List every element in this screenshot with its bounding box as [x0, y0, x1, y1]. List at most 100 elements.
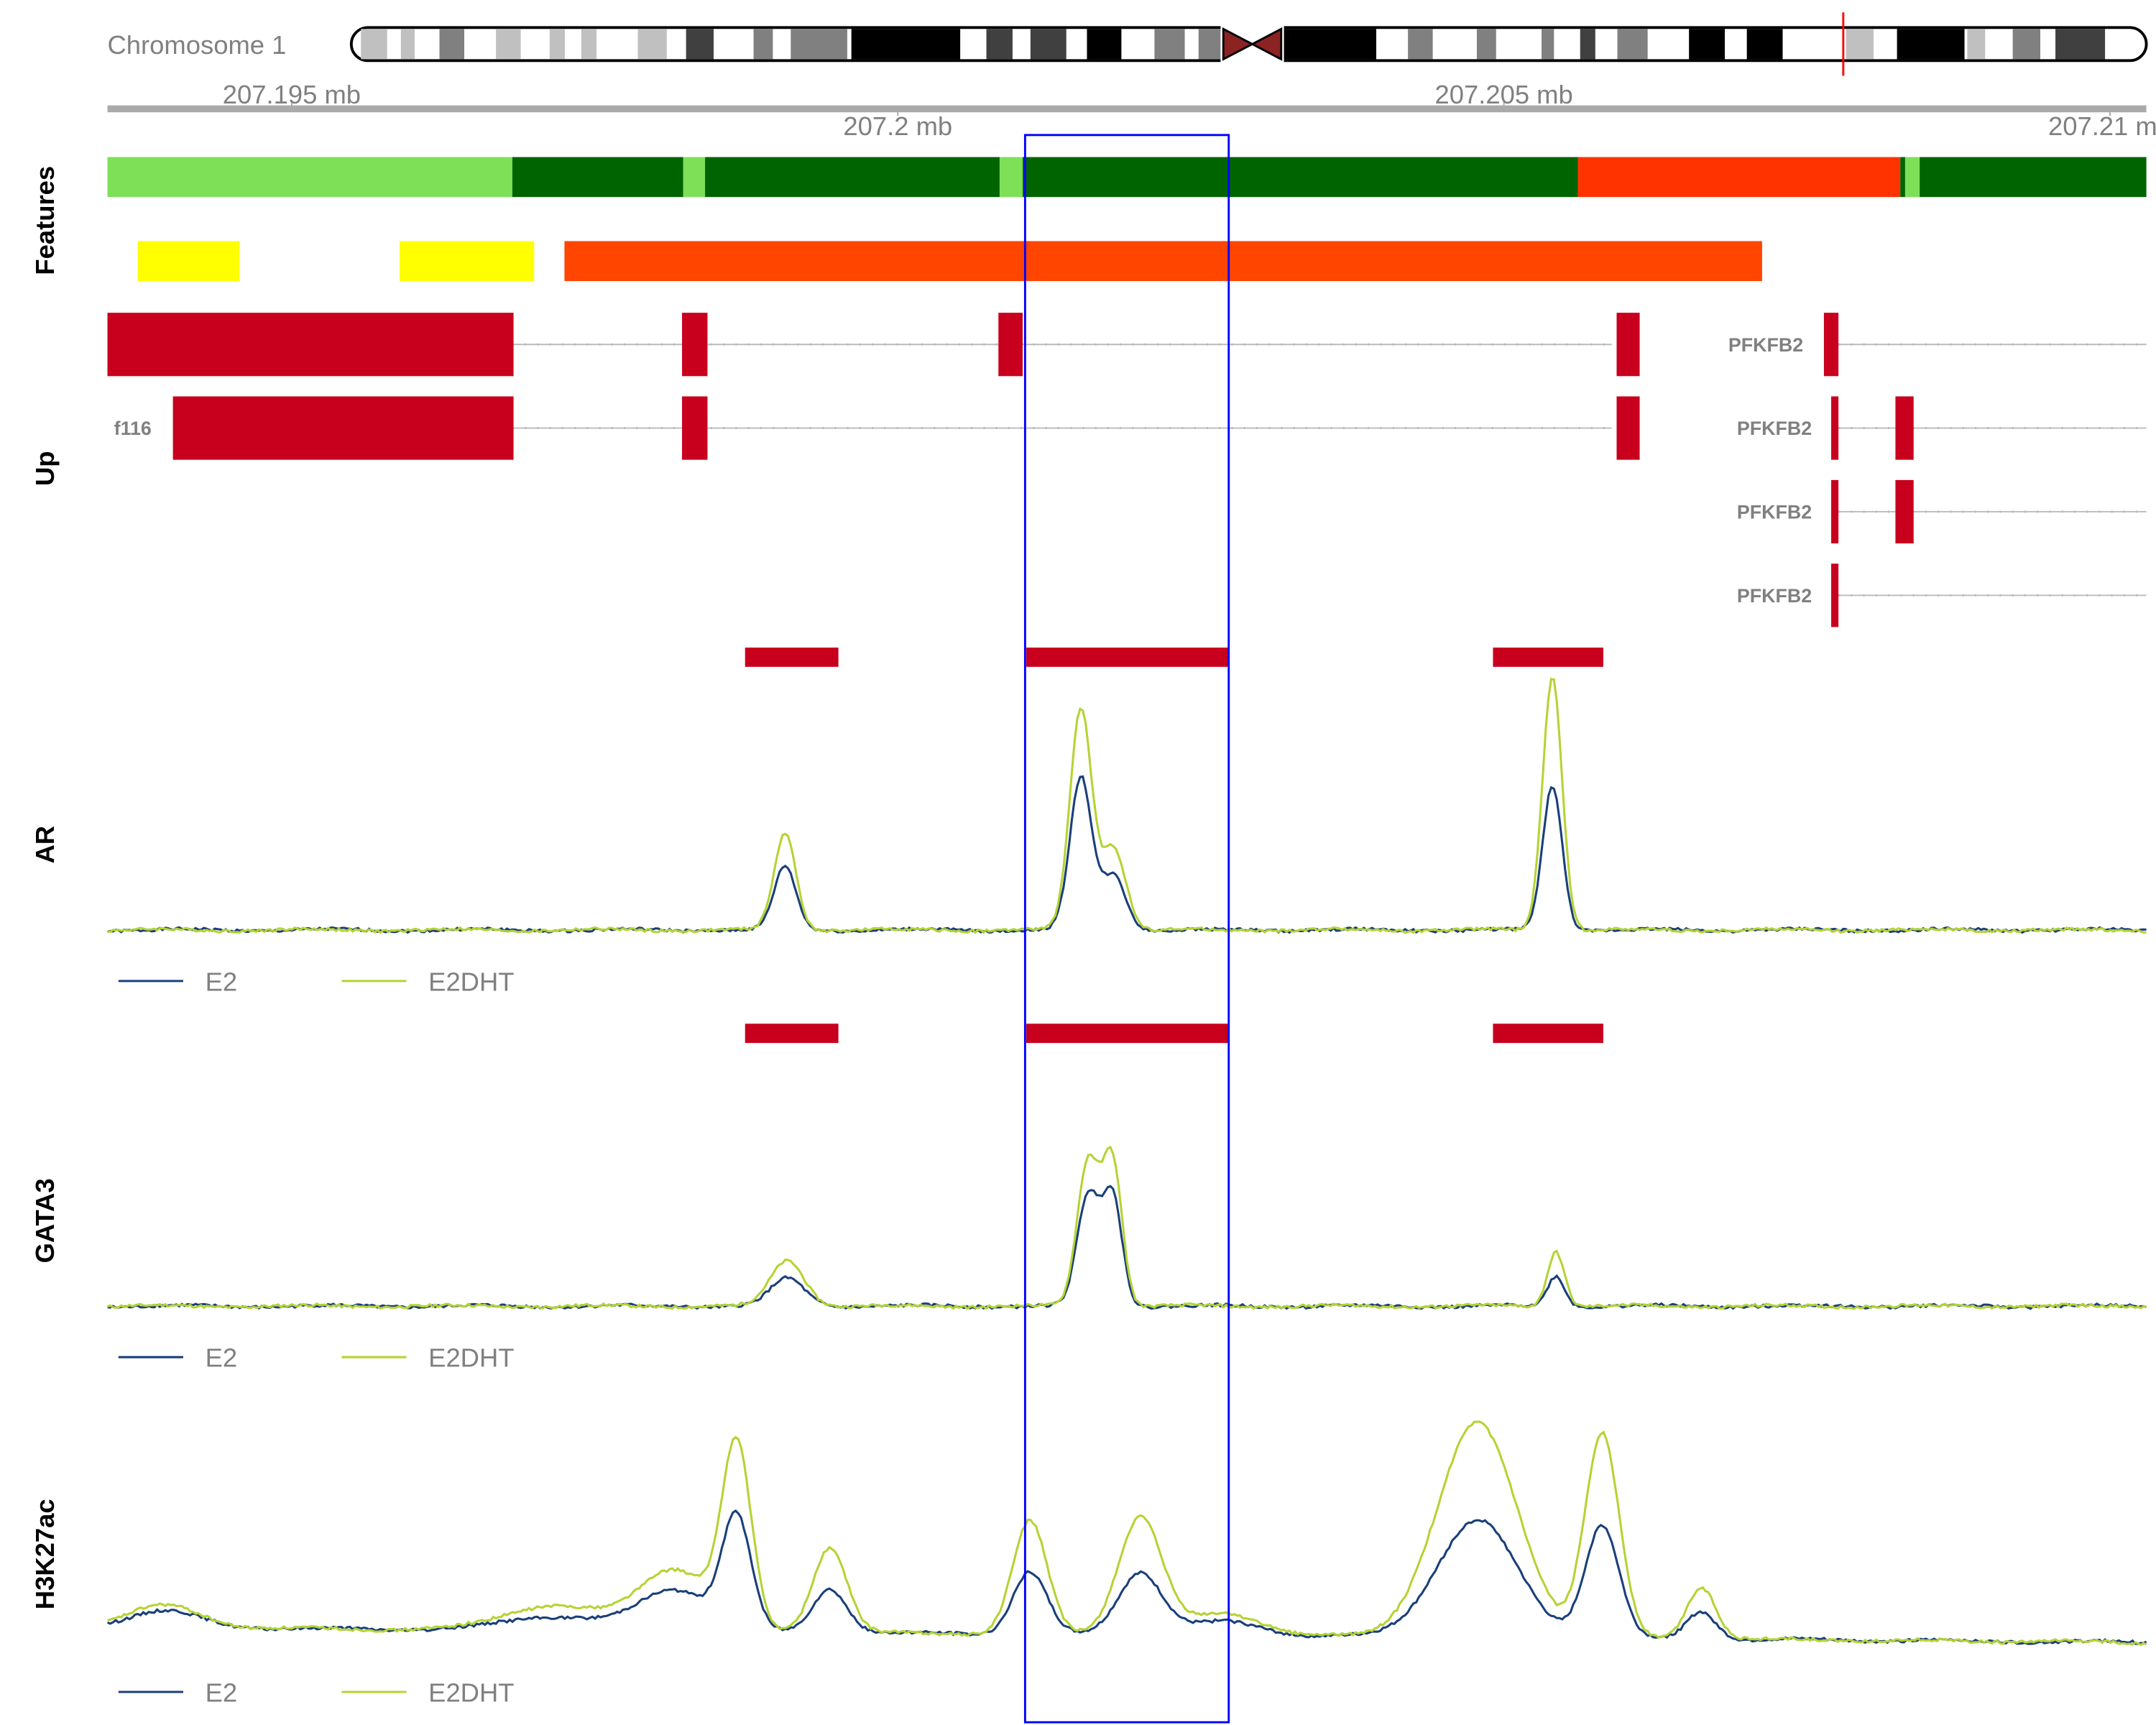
chromosome-band: [496, 29, 521, 60]
chromosome-band: [1746, 29, 1783, 60]
chromosome-band: [1689, 29, 1725, 60]
feature-segment: [999, 157, 1023, 198]
signal-line-e2: [107, 775, 2147, 934]
chromosome-band: [1846, 29, 1874, 60]
track-title-h3k27ac: H3K27ac: [30, 1499, 60, 1609]
chromosome-band: [1281, 29, 1377, 60]
signal-tracks: E2 E2DHT E2 E2DHT E2 E2DHT: [106, 647, 2147, 1707]
chromosome-band: [1198, 29, 1221, 60]
exon: [1823, 313, 1839, 377]
exon: [1895, 396, 1914, 460]
legend-label: E2: [206, 1343, 238, 1373]
peak-call: [745, 647, 839, 667]
axis-tick-label: 207.2 mb: [843, 111, 952, 141]
chromosome-band: [439, 29, 465, 60]
chromosome-band: [2012, 29, 2040, 60]
genome-axis: 207.195 mb 207.2 mb 207.205 mb 207.21 mb: [107, 80, 2156, 141]
chromosome-band: [1408, 29, 1433, 60]
axis-tick-label: 207.21 mb: [2048, 111, 2156, 141]
feature-segment: [400, 241, 535, 282]
feature-segment: [512, 157, 683, 198]
centromere: [1222, 27, 1283, 61]
chromosome-label: Chromosome 1: [108, 30, 287, 60]
chromosome-ideogram: [349, 12, 2148, 76]
chromosome-band: [1580, 29, 1595, 60]
signal-line-e2dht: [107, 1145, 2147, 1310]
legend-label: E2: [206, 967, 238, 996]
chromosome-band: [791, 29, 847, 60]
chromosome-band: [1030, 29, 1067, 60]
feature-segment: [107, 157, 512, 198]
feature-segment: [1577, 157, 1901, 198]
signal-line-e2: [106, 1509, 2147, 1645]
chromosome-band: [986, 29, 1013, 60]
feature-segment: [1920, 157, 2147, 198]
chromosome-band: [686, 29, 714, 60]
gene-label: PFKFB2: [1737, 502, 1812, 523]
legend-label: E2DHT: [428, 1343, 514, 1373]
gene-label: PFKFB2: [1737, 418, 1812, 439]
exon: [1616, 396, 1640, 460]
chromosome-band: [1476, 29, 1496, 60]
feature-segment: [1900, 157, 1905, 198]
exon: [682, 313, 708, 377]
chromosome-band: [400, 29, 415, 60]
signal-panel-gata3: E2 E2DHT: [107, 1024, 2147, 1373]
highlight-box: [1023, 134, 1230, 1724]
feature-segment: [705, 157, 1000, 198]
chromosome-band: [1154, 29, 1185, 60]
exon: [107, 313, 514, 377]
exon: [998, 313, 1023, 377]
chromosome-band: [1087, 29, 1122, 60]
feature-segment: [1904, 157, 1920, 198]
gene-label: f116: [114, 418, 152, 439]
chromosome-band: [1897, 29, 1965, 60]
chromosome-band: [1617, 29, 1648, 60]
exon: [172, 396, 514, 460]
signal-line-e2dht: [107, 1420, 2147, 1647]
signal-panel-ar: E2 E2DHT: [107, 647, 2147, 996]
track-title-gata3: GATA3: [30, 1178, 60, 1263]
feature-segment: [564, 241, 1762, 282]
chromosome-band: [549, 29, 565, 60]
gene-track: PFKFB2 f116 PFKFB2 PFKFB2 PFKFB2: [107, 313, 2147, 627]
feature-segment: [137, 241, 240, 282]
chromosome-band: [361, 29, 387, 60]
axis-tick-label: 207.205 mb: [1434, 80, 1572, 109]
chromosome-band: [637, 29, 667, 60]
peak-call: [1493, 647, 1603, 667]
peak-call: [1026, 1024, 1229, 1044]
track-title-genes: Up: [30, 451, 60, 486]
signal-line-e2dht: [107, 677, 2147, 934]
chromosome-band: [753, 29, 773, 60]
chromosome-band: [2055, 29, 2106, 60]
exon: [1616, 313, 1640, 377]
peak-call: [1026, 647, 1229, 667]
axis-tick-label: 207.195 mb: [223, 80, 361, 109]
exon: [1895, 479, 1914, 544]
features-track: [107, 157, 2147, 282]
feature-segment: [683, 157, 706, 198]
signal-panel-h3k27ac: E2 E2DHT: [106, 1420, 2147, 1707]
legend-label: E2DHT: [428, 1678, 514, 1707]
gene-label: PFKFB2: [1737, 585, 1812, 607]
exon: [1831, 564, 1839, 627]
legend-label: E2: [206, 1678, 238, 1707]
exon: [1831, 396, 1839, 460]
peak-call: [745, 1024, 839, 1044]
track-title-ar: AR: [30, 826, 60, 864]
chromosome-band: [1967, 29, 1986, 60]
track-title-features: Features: [30, 166, 60, 275]
legend-label: E2DHT: [428, 967, 514, 996]
chromosome-band: [851, 29, 961, 60]
peak-call: [1493, 1024, 1603, 1044]
gene-label: PFKFB2: [1728, 334, 1803, 356]
exon: [682, 396, 708, 460]
feature-segment: [1022, 157, 1578, 198]
exon: [1831, 479, 1839, 544]
chromosome-band: [1542, 29, 1554, 60]
signal-line-e2: [107, 1184, 2147, 1310]
chromosome-band: [581, 29, 597, 60]
